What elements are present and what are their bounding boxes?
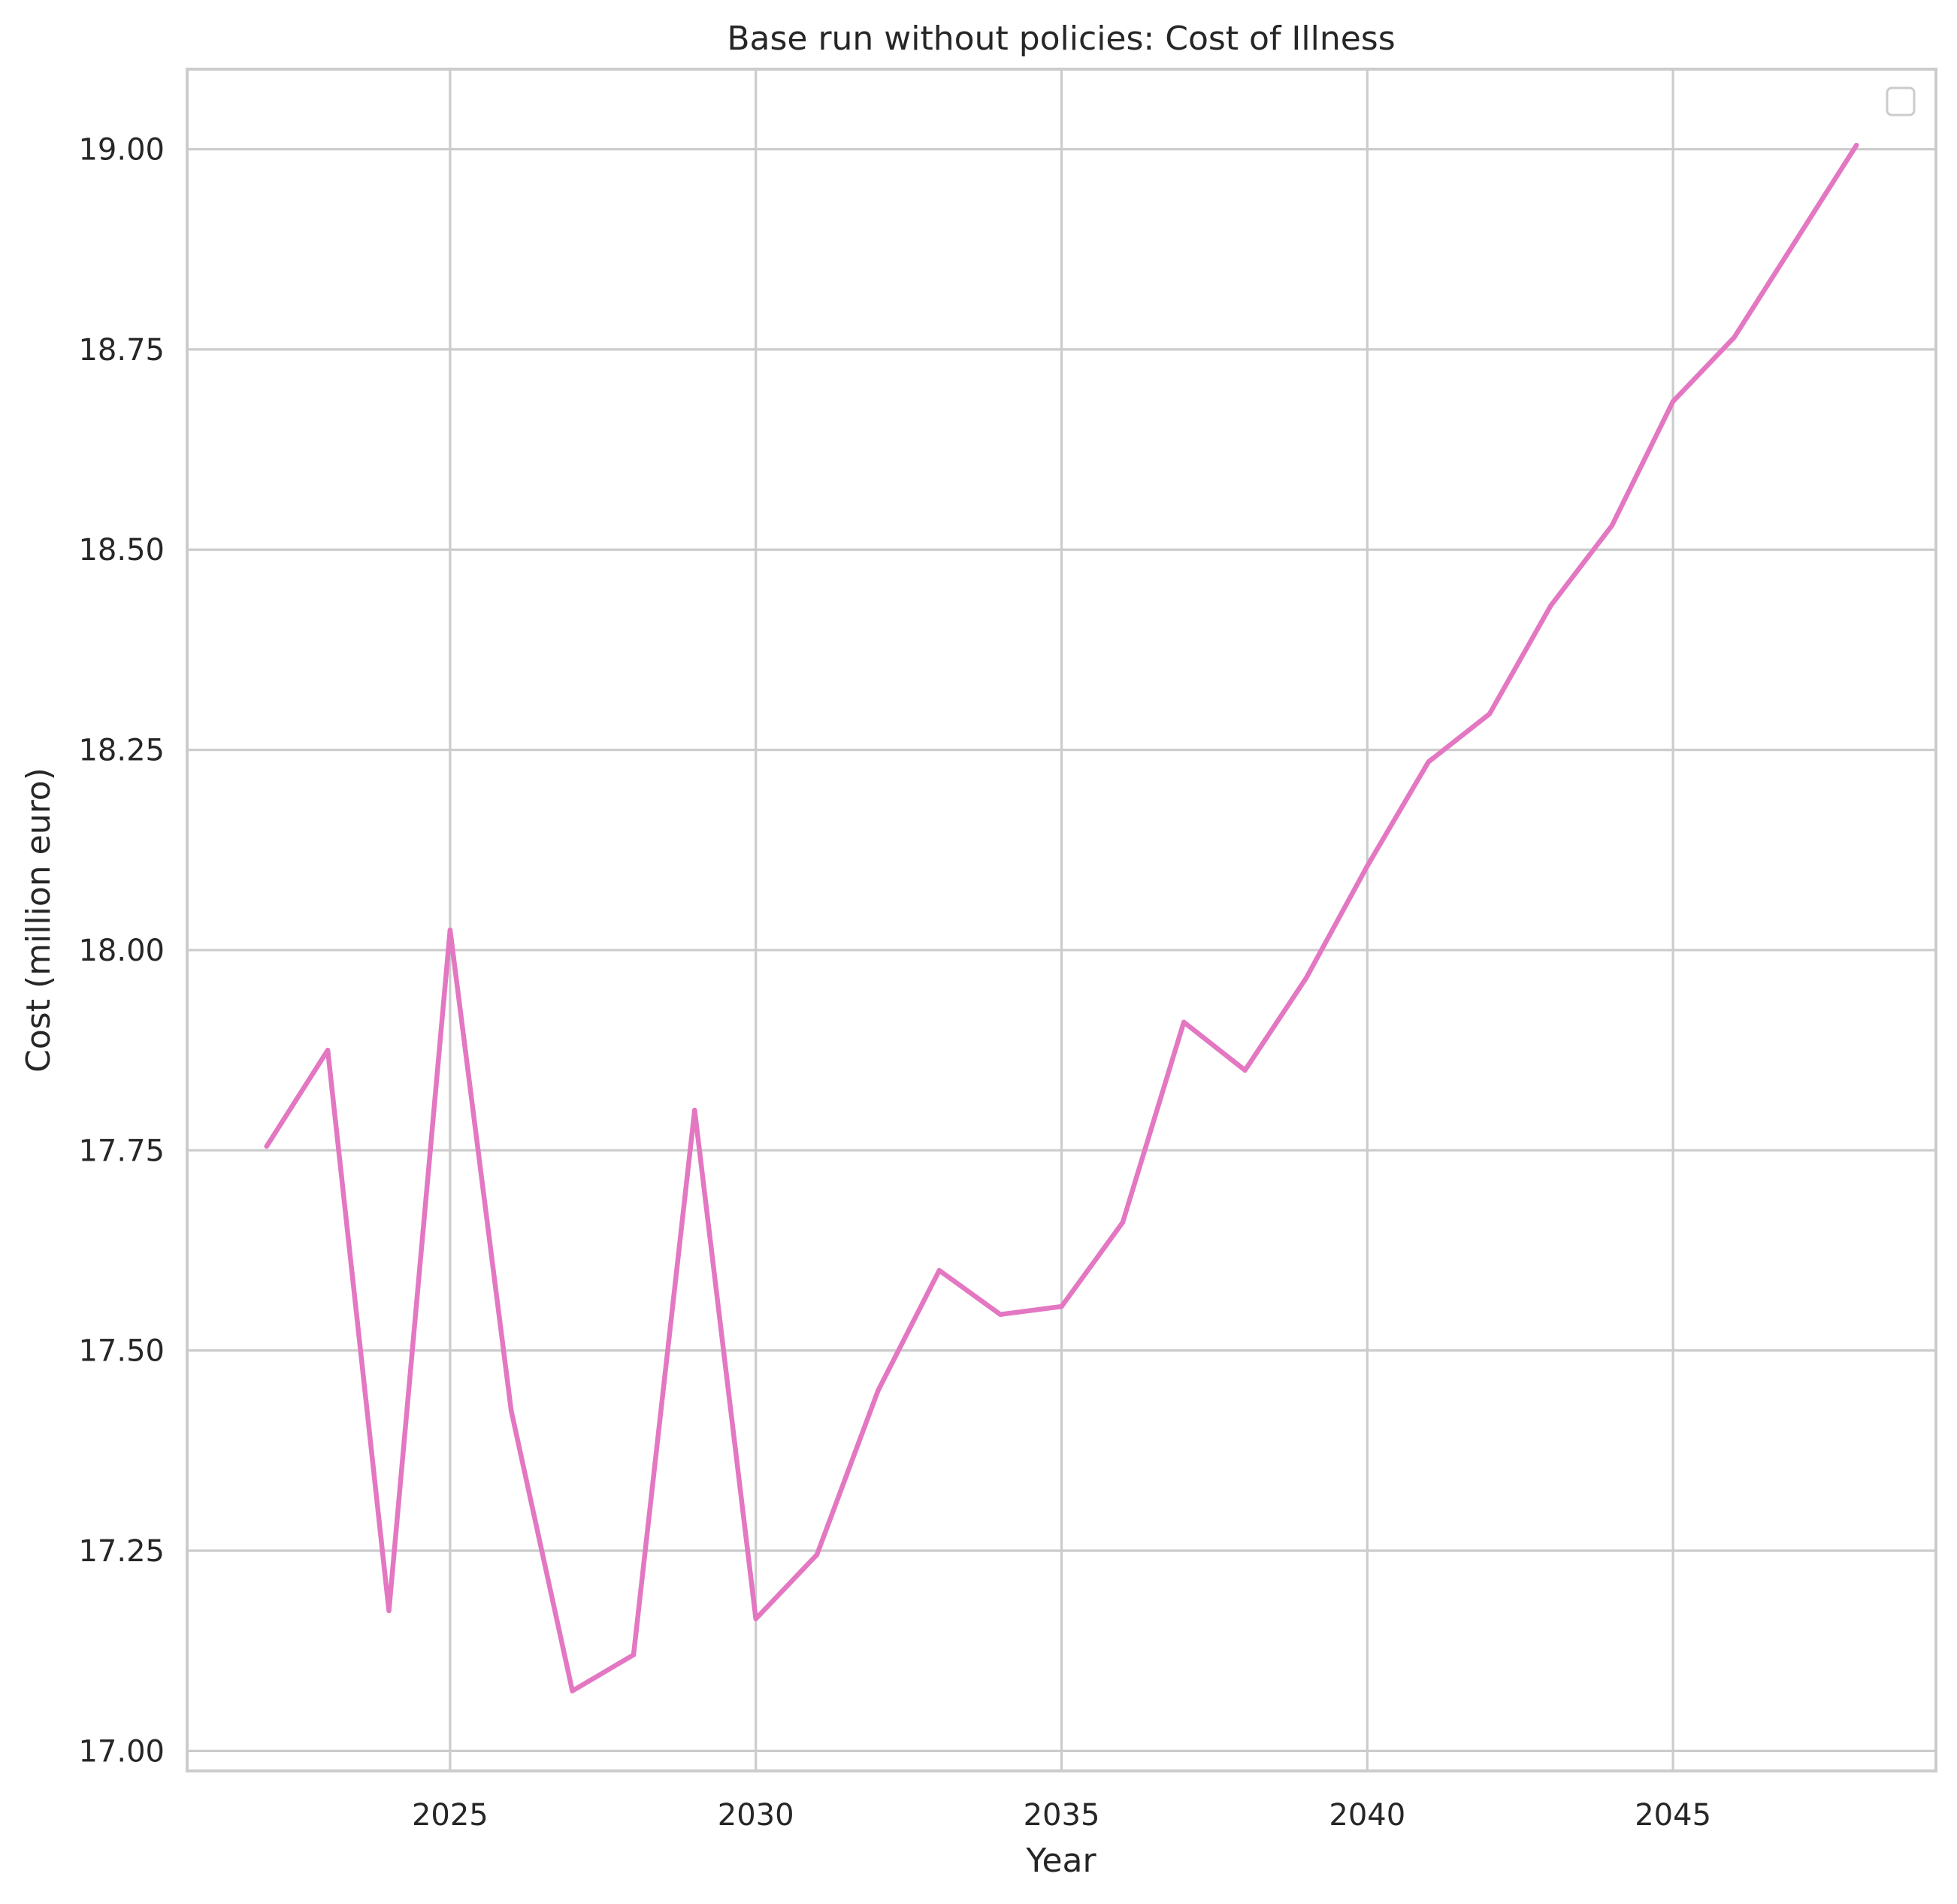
data-point: [1670, 398, 1676, 404]
data-point: [814, 1552, 820, 1557]
data-point: [264, 1143, 269, 1149]
y-tick-label: 18.25: [78, 734, 165, 768]
y-tick-label: 18.00: [78, 934, 165, 968]
y-tick-label: 19.00: [78, 133, 165, 168]
data-point: [1120, 1220, 1126, 1225]
x-tick-label: 2025: [412, 1798, 488, 1833]
data-point: [1854, 143, 1859, 148]
x-axis-label: Year: [1025, 1842, 1096, 1880]
data-point: [1303, 976, 1309, 981]
data-point: [1059, 1303, 1064, 1309]
y-tick-label: 17.00: [78, 1734, 165, 1769]
data-point: [1609, 523, 1614, 528]
data-point: [447, 928, 453, 933]
data-point: [1548, 603, 1553, 608]
x-tick-label: 2040: [1329, 1798, 1405, 1833]
x-tick-label: 2030: [718, 1798, 794, 1833]
data-point: [570, 1688, 575, 1694]
data-point: [1792, 238, 1798, 244]
data-point: [631, 1652, 637, 1657]
data-point: [1732, 334, 1737, 341]
y-tick-label: 18.50: [78, 533, 165, 568]
data-point: [753, 1616, 758, 1621]
data-point: [1487, 711, 1493, 716]
data-point: [509, 1408, 514, 1413]
data-point: [1365, 863, 1370, 869]
data-point: [325, 1047, 331, 1053]
data-point: [1181, 1019, 1187, 1025]
data-point: [876, 1388, 881, 1394]
y-tick-label: 17.75: [78, 1134, 165, 1168]
x-tick-labels: 2025 2030 2035 2040 2045: [412, 1798, 1711, 1833]
data-point: [692, 1107, 697, 1113]
series-layer: [264, 142, 1859, 1694]
y-tick-label: 17.25: [78, 1534, 165, 1569]
data-point: [386, 1608, 392, 1614]
data-point: [1242, 1067, 1248, 1073]
chart-title: Base run without policies: Cost of Illne…: [727, 20, 1395, 58]
grid-layer: [187, 69, 1936, 1771]
y-tick-label: 17.50: [78, 1334, 165, 1369]
x-tick-label: 2035: [1024, 1798, 1100, 1833]
data-point: [1426, 759, 1431, 764]
data-point: [936, 1267, 942, 1273]
plot-frame: [186, 68, 1937, 1772]
legend-box[interactable]: [1886, 86, 1916, 117]
x-tick-label: 2045: [1635, 1798, 1711, 1833]
data-point: [997, 1312, 1003, 1317]
y-axis-label: Cost (million euro): [20, 767, 58, 1073]
y-tick-label: 18.75: [78, 333, 165, 368]
y-tick-labels: 17.00 17.25 17.50 17.75 18.00 18.25 18.50 18.75…: [78, 133, 165, 1769]
